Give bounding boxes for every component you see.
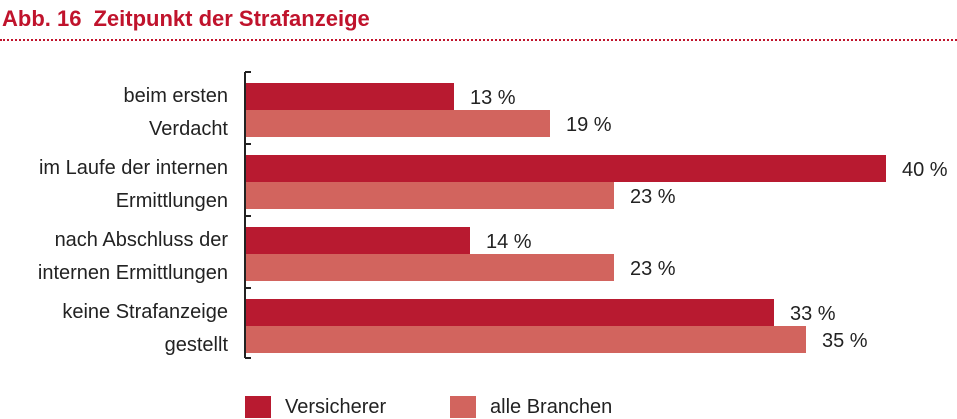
bar-2 — [246, 110, 550, 137]
bar-1 — [246, 299, 774, 326]
legend-label-series-2: alle Branchen — [490, 396, 613, 418]
legend-swatch-series-2 — [450, 396, 476, 418]
legend-label-series-1: Versicherer — [285, 396, 387, 418]
data-label: 33 % — [790, 303, 836, 325]
category-label: Ermittlungen — [116, 190, 228, 212]
bar-1 — [246, 227, 470, 254]
bar-2 — [246, 182, 614, 209]
category-label: im Laufe der internen — [39, 157, 228, 179]
data-label: 23 % — [630, 258, 676, 280]
data-label: 14 % — [486, 231, 532, 253]
title-dotted-rule — [0, 39, 957, 41]
category-label: keine Strafanzeige — [62, 301, 228, 323]
data-label: 19 % — [566, 114, 612, 136]
bar-2 — [246, 254, 614, 281]
category-label: gestellt — [165, 334, 229, 356]
data-label: 23 % — [630, 186, 676, 208]
category-label: beim ersten — [124, 85, 229, 107]
figure-header: Abb. 16 Zeitpunkt der Strafanzeige — [0, 0, 957, 44]
figure-number: Abb. 16 — [2, 6, 82, 31]
data-label: 35 % — [822, 330, 868, 352]
category-label: nach Abschluss der — [55, 229, 229, 251]
figure-title-text: Zeitpunkt der Strafanzeige — [93, 6, 370, 31]
bar-chart: beim ersten Verdacht 13 % 19 % im Laufe der … — [38, 71, 948, 359]
category-label: Verdacht — [149, 118, 228, 140]
data-label: 40 % — [902, 159, 948, 181]
bar-2 — [246, 326, 806, 353]
figure-title: Abb. 16 Zeitpunkt der Strafanzeige — [2, 6, 370, 32]
legend-swatch-series-1 — [245, 396, 271, 418]
bar-1 — [246, 155, 886, 182]
bar-1 — [246, 83, 454, 110]
category-label: internen Ermittlungen — [38, 262, 228, 284]
data-label: 13 % — [470, 87, 516, 109]
